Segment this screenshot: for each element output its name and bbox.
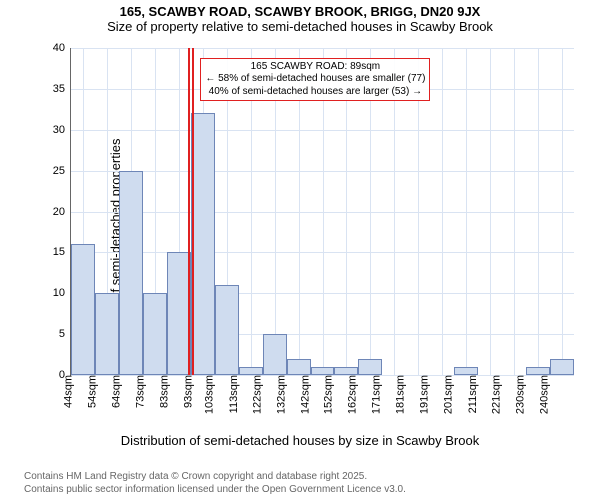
xtick-label: 54sqm (82, 375, 98, 408)
callout-line: 165 SCAWBY ROAD: 89sqm (205, 61, 425, 74)
xtick-label: 93sqm (178, 375, 194, 408)
footer-line-2: Contains public sector information licen… (24, 484, 406, 497)
gridline-v (490, 48, 491, 375)
chart-subtitle: Size of property relative to semi-detach… (0, 19, 600, 34)
histogram-bar (358, 359, 382, 375)
xtick-label: 44sqm (58, 375, 74, 408)
xtick-label: 122sqm (247, 375, 263, 414)
xtick-label: 221sqm (487, 375, 503, 414)
ytick-label: 35 (53, 83, 71, 95)
xtick-label: 73sqm (130, 375, 146, 408)
callout-line: ← 58% of semi-detached houses are smalle… (205, 73, 425, 86)
ytick-label: 10 (53, 287, 71, 299)
callout-box: 165 SCAWBY ROAD: 89sqm← 58% of semi-deta… (200, 58, 430, 102)
gridline-v (562, 48, 563, 375)
xtick-label: 113sqm (223, 375, 239, 413)
histogram-bar (526, 367, 550, 375)
xtick-label: 191sqm (415, 375, 431, 414)
plot-area: 051015202530354044sqm54sqm64sqm73sqm83sq… (70, 48, 574, 376)
histogram-bar (215, 285, 239, 375)
xtick-label: 103sqm (199, 375, 215, 414)
xtick-label: 83sqm (154, 375, 170, 408)
histogram-bar (263, 334, 287, 375)
histogram-bar (454, 367, 478, 375)
xtick-label: 152sqm (319, 375, 335, 414)
footer: Contains HM Land Registry data © Crown c… (24, 471, 406, 496)
gridline-v (538, 48, 539, 375)
xtick-label: 64sqm (106, 375, 122, 408)
xtick-label: 162sqm (343, 375, 359, 414)
callout-line: 40% of semi-detached houses are larger (… (205, 86, 425, 99)
histogram-bar (550, 359, 574, 375)
ytick-label: 20 (53, 206, 71, 218)
ytick-label: 5 (59, 328, 71, 340)
histogram-bar (287, 359, 311, 375)
gridline-v (442, 48, 443, 375)
xtick-label: 211sqm (463, 375, 479, 413)
xtick-label: 240sqm (534, 375, 550, 414)
gridline-v (466, 48, 467, 375)
ytick-label: 30 (53, 124, 71, 136)
x-axis-label: Distribution of semi-detached houses by … (20, 433, 580, 448)
xtick-label: 132sqm (271, 375, 287, 414)
footer-line-1: Contains HM Land Registry data © Crown c… (24, 471, 406, 484)
xtick-label: 171sqm (367, 375, 383, 414)
ytick-label: 25 (53, 165, 71, 177)
ytick-label: 15 (53, 246, 71, 258)
highlight-marker (188, 48, 194, 375)
histogram-bar (334, 367, 358, 375)
xtick-label: 181sqm (391, 375, 407, 414)
xtick-label: 201sqm (439, 375, 455, 414)
histogram-bar (119, 171, 143, 375)
histogram-bar (311, 367, 335, 375)
chart-container: 165, SCAWBY ROAD, SCAWBY BROOK, BRIGG, D… (0, 0, 600, 500)
xtick-label: 230sqm (510, 375, 526, 414)
xtick-label: 142sqm (295, 375, 311, 414)
ytick-label: 40 (53, 42, 71, 54)
histogram-bar (143, 293, 167, 375)
histogram-bar (239, 367, 263, 375)
histogram-bar (95, 293, 119, 375)
chart-title: 165, SCAWBY ROAD, SCAWBY BROOK, BRIGG, D… (0, 0, 600, 19)
chart-area: Number of semi-detached properties 05101… (20, 44, 580, 444)
histogram-bar (191, 113, 215, 375)
histogram-bar (71, 244, 95, 375)
gridline-v (514, 48, 515, 375)
